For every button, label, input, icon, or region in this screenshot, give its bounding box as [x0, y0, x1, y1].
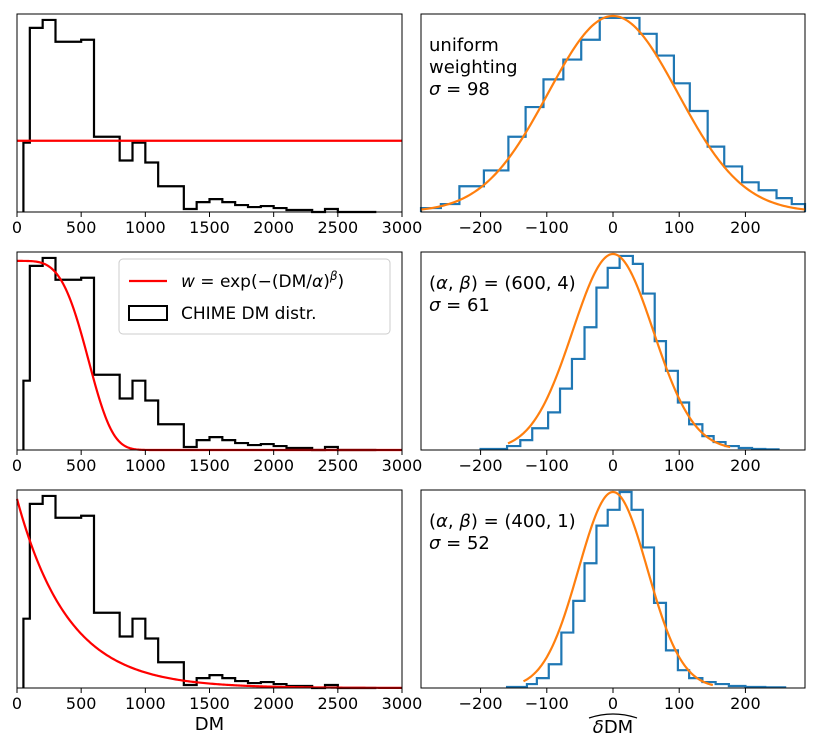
x-tick-label: 200 — [730, 218, 761, 237]
legend-label-weight: w = exp(−(DM/α)β) — [181, 269, 344, 292]
x-tick-label: −200 — [459, 456, 503, 475]
x-tick-label: 2500 — [317, 456, 358, 475]
annotation-sigma: σ = 98 — [429, 79, 490, 100]
x-tick-label: 2000 — [253, 694, 294, 713]
x-tick-label: 2500 — [317, 218, 358, 237]
x-tick-label: −100 — [525, 218, 569, 237]
x-tick-label: −100 — [525, 694, 569, 713]
axes-frame — [16, 13, 403, 213]
x-tick-label: 2500 — [317, 694, 358, 713]
x-tick-label: −200 — [459, 694, 503, 713]
dm-histogram — [22, 18, 377, 214]
x-tick-label: 200 — [730, 456, 761, 475]
x-tick-label: 200 — [730, 694, 761, 713]
gaussian-fit — [420, 14, 806, 211]
x-tick-label: 100 — [664, 694, 695, 713]
x-tick-label: −100 — [525, 456, 569, 475]
x-tick-label: 1000 — [125, 694, 166, 713]
x-tick-label: 1500 — [189, 456, 230, 475]
residual-histogram — [419, 16, 807, 212]
annotation-line1: uniform — [429, 35, 499, 56]
x-tick-label: 0 — [12, 218, 22, 237]
weight-curve — [15, 498, 403, 689]
hat-accent — [588, 713, 638, 719]
x-tick-label: 2000 — [253, 456, 294, 475]
panel-middle-right: −200 −100 0 100 200 (α, β) = (600, 4)σ = 61 — [420, 251, 806, 475]
x-axis-label: δDM — [593, 717, 633, 738]
x-tick-label: 500 — [66, 456, 97, 475]
x-tick-label: 1000 — [125, 218, 166, 237]
x-tick-label: 2000 — [253, 218, 294, 237]
x-tick-label: 500 — [66, 694, 97, 713]
x-tick-label: 0 — [608, 218, 618, 237]
panel-middle-left: 0 500 1000 1500 2000 2500 3000 w = exp(−(DM/α)β… — [12, 251, 423, 475]
panel-top-left: 0 500 1000 1500 2000 2500 3000 — [12, 13, 423, 237]
annotation-line2: weighting — [429, 57, 518, 78]
x-tick-label: 500 — [66, 218, 97, 237]
dm-histogram — [22, 256, 377, 452]
annotation-params: (α, β) = (600, 4) — [429, 273, 576, 294]
annotation-params: (α, β) = (400, 1) — [429, 511, 576, 532]
x-tick-label: 0 — [608, 694, 618, 713]
x-tick-label: 1000 — [125, 456, 166, 475]
panel-bottom-left: 0 500 1000 1500 2000 2500 3000 DM — [12, 489, 423, 735]
legend-label-chime: CHIME DM distr. — [181, 304, 317, 324]
x-tick-label: 1500 — [189, 218, 230, 237]
x-tick-label: 3000 — [382, 456, 423, 475]
axes-frame — [16, 489, 403, 689]
x-tick-label: −200 — [459, 218, 503, 237]
x-tick-label: 100 — [664, 218, 695, 237]
x-axis-label: DM — [195, 714, 224, 735]
dm-histogram — [22, 494, 377, 690]
legend-box — [118, 258, 391, 335]
residual-histogram — [505, 490, 787, 689]
annotation-sigma: σ = 61 — [429, 295, 490, 316]
x-tick-label: 0 — [12, 456, 22, 475]
x-tick-label: 3000 — [382, 694, 423, 713]
x-tick-label: 3000 — [382, 218, 423, 237]
x-tick-label: 0 — [608, 456, 618, 475]
x-tick-label: 1500 — [189, 694, 230, 713]
annotation-sigma: σ = 52 — [429, 533, 490, 554]
x-tick-label: 0 — [12, 694, 22, 713]
panel-bottom-right: −200 −100 0 100 200 (α, β) = (400, 1)σ = 52 δD… — [420, 489, 806, 738]
gaussian-fit — [522, 490, 714, 687]
x-tick-label: 100 — [664, 456, 695, 475]
gaussian-fit — [507, 252, 731, 449]
legend-box-icon — [128, 305, 168, 321]
